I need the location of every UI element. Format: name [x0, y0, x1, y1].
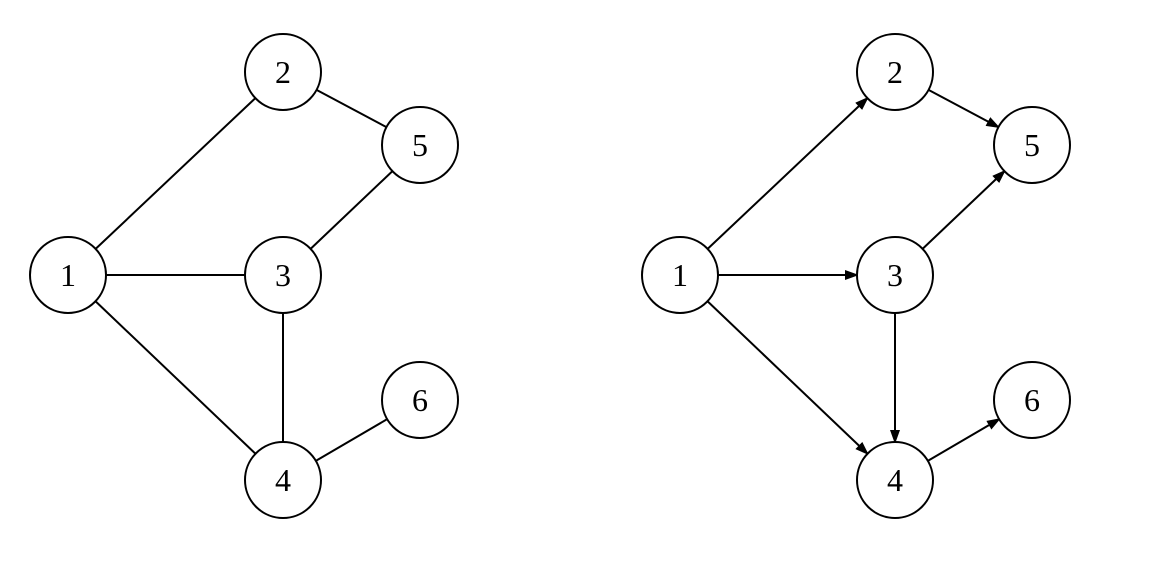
node-label: 5 — [1024, 127, 1040, 163]
undirected-graph: 1 2 3 4 5 6 — [30, 34, 458, 518]
edges-layer — [708, 90, 1005, 461]
edge-4-6 — [928, 419, 999, 461]
edge-2-5 — [317, 90, 387, 127]
edge-3-5 — [923, 171, 1005, 249]
edge-1-4 — [708, 301, 868, 454]
edges-layer — [96, 90, 393, 461]
edge-2-5 — [929, 90, 999, 127]
node-label: 6 — [412, 382, 428, 418]
node-4: 4 — [857, 442, 933, 518]
graph-diagram: 1 2 3 4 5 6 1 2 3 4 5 6 — [0, 0, 1166, 581]
node-1: 1 — [642, 237, 718, 313]
directed-graph: 1 2 3 4 5 6 — [642, 34, 1070, 518]
node-4: 4 — [245, 442, 321, 518]
edge-1-2 — [96, 98, 256, 249]
node-label: 1 — [60, 257, 76, 293]
edge-1-4 — [96, 301, 256, 454]
edge-4-6 — [316, 419, 387, 461]
node-3: 3 — [857, 237, 933, 313]
node-label: 4 — [887, 462, 903, 498]
node-label: 2 — [887, 54, 903, 90]
node-6: 6 — [382, 362, 458, 438]
node-2: 2 — [857, 34, 933, 110]
node-6: 6 — [994, 362, 1070, 438]
node-2: 2 — [245, 34, 321, 110]
node-label: 2 — [275, 54, 291, 90]
node-label: 3 — [887, 257, 903, 293]
node-1: 1 — [30, 237, 106, 313]
node-label: 5 — [412, 127, 428, 163]
edge-3-5 — [311, 171, 393, 249]
node-5: 5 — [994, 107, 1070, 183]
edge-1-2 — [708, 98, 868, 249]
node-label: 6 — [1024, 382, 1040, 418]
node-label: 3 — [275, 257, 291, 293]
node-label: 4 — [275, 462, 291, 498]
node-label: 1 — [672, 257, 688, 293]
node-5: 5 — [382, 107, 458, 183]
node-3: 3 — [245, 237, 321, 313]
